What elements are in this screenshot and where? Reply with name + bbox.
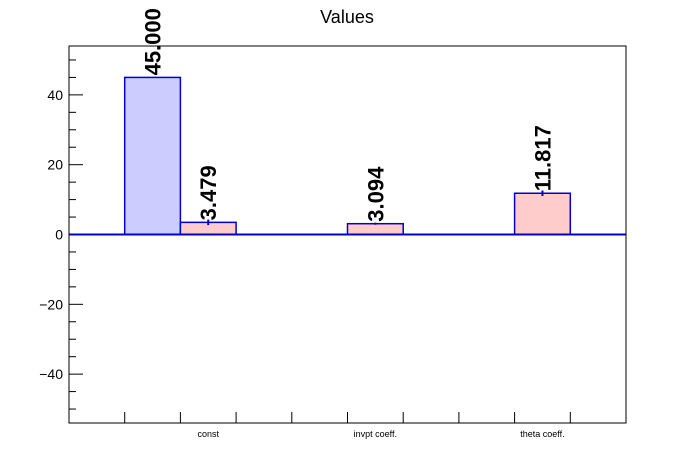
plot-frame (68, 45, 627, 424)
chart-title: Values (320, 7, 374, 27)
y-tick-label: 40 (47, 87, 63, 103)
axes: −40 −20 0 20 40 const invpt coeff. theta coeff. (39, 59, 571, 439)
y-tick-label: −20 (39, 296, 63, 312)
bar-invpt-coeff- (346, 222, 404, 236)
data-labels: 45.000 3.479 3.094 11.817 (141, 8, 556, 222)
x-category-label: const (197, 429, 219, 439)
bars (69, 76, 626, 236)
y-tick-label: 20 (47, 157, 63, 173)
bar-const (123, 76, 182, 236)
bar-value-label: 11.817 (530, 125, 555, 191)
bar-value-label: 3.479 (196, 165, 221, 220)
x-category-label: invpt coeff. (354, 429, 397, 439)
x-category-label: theta coeff. (520, 429, 564, 439)
bar-value-label: 3.094 (363, 166, 388, 222)
y-tick-label: 0 (55, 227, 63, 243)
y-tick-label: −40 (39, 366, 63, 382)
bar-value-label: 45.000 (141, 8, 166, 75)
bar-theta-coeff- (513, 192, 572, 236)
